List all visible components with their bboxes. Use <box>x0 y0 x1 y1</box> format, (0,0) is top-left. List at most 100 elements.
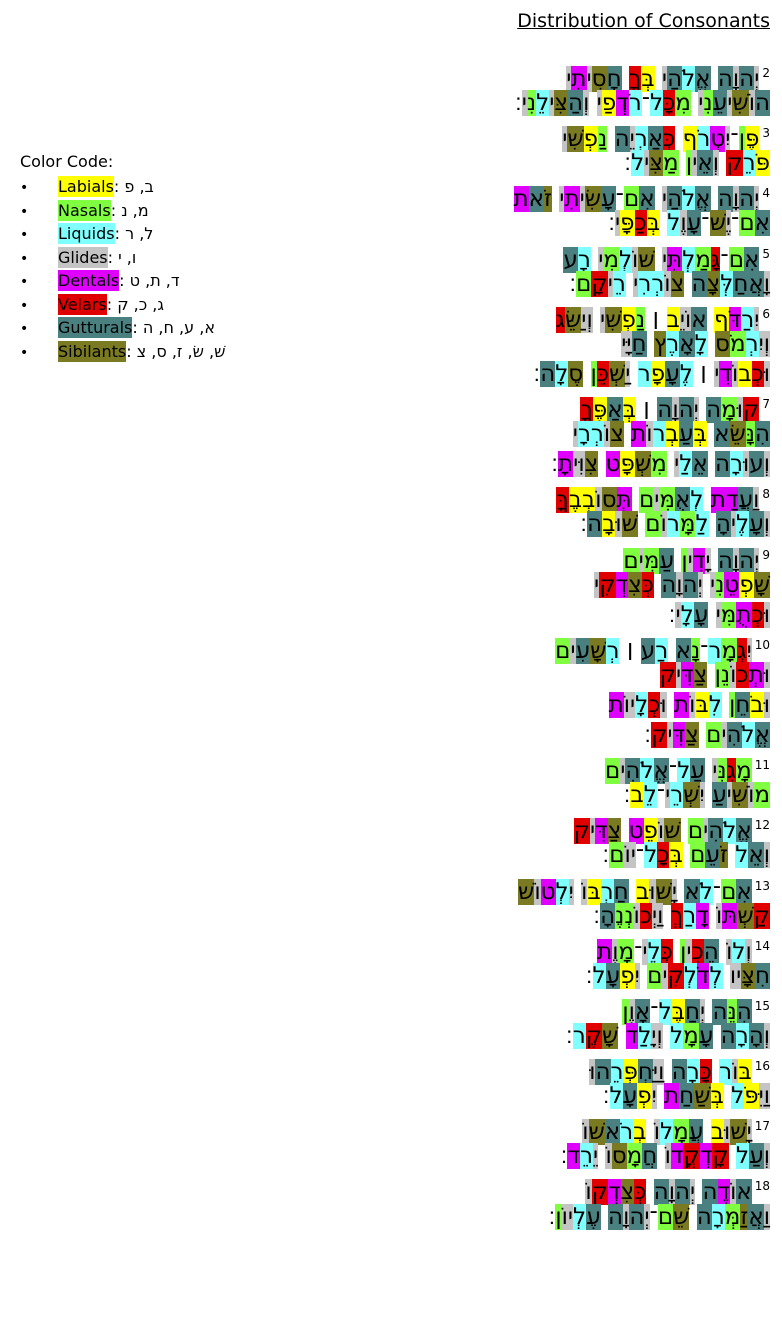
consonant: כְּ <box>634 1179 647 1206</box>
consonant: הַ <box>568 90 584 117</box>
hebrew-text: אִם־גָּמַלְתִּי שׁוֹלְמִי רָע <box>563 246 760 273</box>
consonant: וִּ <box>578 451 585 478</box>
hebrew-text: וְעָלֶיהָ לַמָּרוֹם שׁוּבָה׃ <box>580 511 770 538</box>
legend-name: Liquids <box>58 223 115 244</box>
consonant: ף <box>713 306 729 333</box>
text-line: 10יִגְמָר־נָא רַע ׀ רְשָׁעִים <box>210 630 770 664</box>
consonant: ק <box>591 1179 608 1206</box>
consonant: י <box>721 722 727 749</box>
consonant: לָ <box>635 691 649 718</box>
consonant: וֹ <box>664 270 671 297</box>
consonant: צַ <box>607 818 622 845</box>
consonant: וְ <box>745 938 752 965</box>
consonant: וּ <box>660 691 667 718</box>
consonant: קֶ <box>585 1023 603 1049</box>
legend-item: Liquids: ל, ר <box>20 222 225 246</box>
consonant: וֹ <box>653 1119 661 1146</box>
legend-letters: : א, ע, ח, ה <box>132 318 216 337</box>
verse-number: 16 <box>754 1059 770 1074</box>
consonant: ע <box>749 451 764 478</box>
consonant: חֵ <box>735 691 751 718</box>
consonant: נִ <box>526 90 537 117</box>
consonant: ה <box>678 397 694 424</box>
consonant: פְּ <box>623 1059 638 1086</box>
consonant: י <box>630 842 636 869</box>
consonant: ק <box>743 397 760 424</box>
consonant: בֶּ <box>671 998 685 1025</box>
legend-list: Labials: ב, פNasals: מ, נLiquids: ל, רGl… <box>20 175 225 363</box>
consonant: י <box>579 186 585 213</box>
consonant: וְ <box>656 1023 663 1049</box>
consonant: ה <box>712 998 728 1025</box>
consonant: א <box>691 306 707 333</box>
consonant: כ <box>639 902 652 929</box>
legend-item: Gutturals: א, ע, ח, ה <box>20 316 225 340</box>
hebrew-text: קוּמָה יְהוָה ׀ בְּאַפֶּךָ <box>580 397 760 424</box>
consonant: רְ <box>634 126 648 153</box>
consonant: י <box>596 90 602 117</box>
consonant: תָ <box>558 451 574 478</box>
consonant: אַ <box>647 126 664 153</box>
legend-name: Sibilants <box>58 340 127 362</box>
consonant: שְׁ <box>737 902 754 929</box>
legend-item: Velars: ג, כ, ק <box>20 293 225 317</box>
verse-number: 3 <box>762 126 770 141</box>
consonant: ל <box>731 1083 745 1110</box>
consonant: לֶ <box>679 360 693 387</box>
consonant: רֹ <box>628 90 642 117</box>
consonant: ה <box>691 270 707 297</box>
consonant: אֵ <box>692 451 708 478</box>
consonant: ל <box>660 1119 674 1146</box>
consonant: חֲ <box>642 1143 658 1170</box>
consonant: אִ <box>639 186 655 213</box>
consonant: וּ <box>736 397 744 424</box>
consonant: מָ <box>721 637 738 664</box>
consonant: ם <box>555 637 571 664</box>
consonant: פֶּ <box>592 397 608 424</box>
text-line: 7קוּמָה יְהוָה ׀ בְּאַפֶּךָ <box>210 389 770 424</box>
consonant: י <box>687 547 693 574</box>
consonant: שׁ <box>709 210 726 237</box>
consonant: פָּ <box>620 210 635 237</box>
legend-item: Dentals: ד, ת, ט <box>20 269 225 293</box>
consonant: י <box>572 421 578 448</box>
consonant: תְ <box>748 661 764 688</box>
text-line: אִם־יֶשׁ־עָוֶל בְּכַפָּי׃ <box>210 208 770 238</box>
consonant: ה <box>682 571 698 598</box>
consonant: דַ <box>725 487 739 514</box>
verse-number: 18 <box>754 1179 770 1194</box>
consonant: ל <box>667 210 681 237</box>
consonant: הָ <box>748 1023 764 1049</box>
consonant: זַ <box>740 1203 749 1230</box>
text-line: וּתְכוֹנֵן צַדִּיק <box>210 660 770 690</box>
consonant: רֹ <box>620 1119 634 1146</box>
consonant: אִ <box>736 878 752 905</box>
text-line: וְיִרְמֹס לָאָרֶץ חַיָּי <box>210 329 770 359</box>
consonant: א <box>684 878 700 905</box>
consonant: ן <box>555 1203 562 1230</box>
consonant: שָׁ <box>753 571 770 598</box>
consonant: אִ <box>743 246 760 273</box>
consonant: צַ <box>693 661 708 688</box>
consonant: ה <box>587 511 603 538</box>
legend-letters: : ג, כ, ק <box>106 294 164 314</box>
consonant: בְּ <box>693 421 707 448</box>
consonant: טֵ <box>724 571 740 598</box>
consonant: חָ <box>606 66 622 92</box>
consonant: קַ <box>753 902 770 929</box>
consonant: וֹ <box>582 1119 589 1146</box>
consonant: עֵ <box>705 842 720 869</box>
consonant: נְ <box>624 902 634 929</box>
consonant: בְּ <box>710 1083 724 1110</box>
consonant: י <box>698 90 704 117</box>
consonant: חִ <box>754 962 770 989</box>
consonant: א <box>675 637 691 664</box>
consonant: וְ <box>763 511 770 538</box>
text-line: וְאֵל זֹעֵם בְּכָל־יוֹם׃ <box>210 840 770 870</box>
legend-name: Labials <box>58 176 114 197</box>
consonant: דָ <box>696 902 709 929</box>
consonant: ה <box>739 66 755 92</box>
consonant: יֶ <box>725 210 732 237</box>
consonant: ם <box>645 511 661 538</box>
